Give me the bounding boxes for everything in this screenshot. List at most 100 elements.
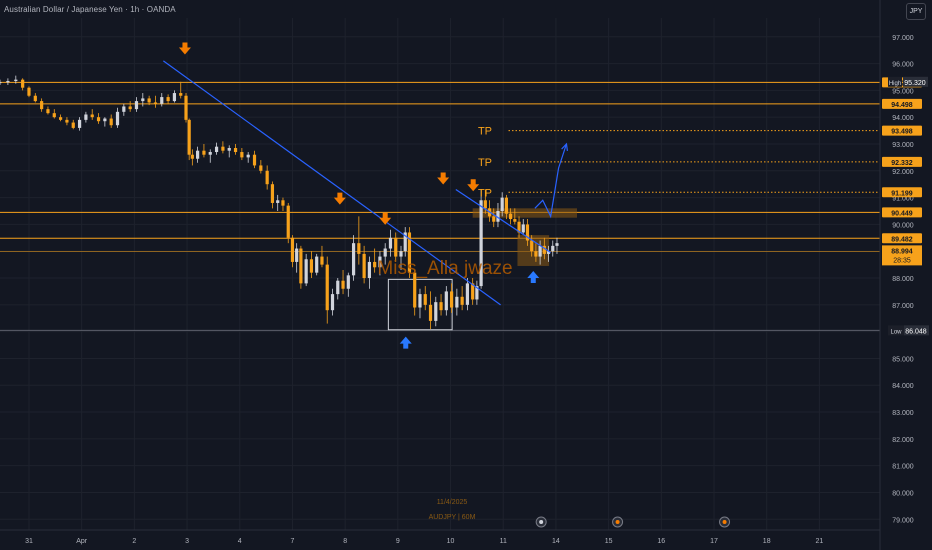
level-price-tag[interactable] xyxy=(882,125,922,136)
projection-path[interactable] xyxy=(534,143,568,219)
y-tick-label: 85.000 xyxy=(892,356,914,363)
level-price-tag[interactable] xyxy=(882,207,922,218)
candle-body xyxy=(115,111,120,126)
candle xyxy=(153,95,158,108)
level-price-tag[interactable] xyxy=(882,98,922,109)
x-tick-label: 18 xyxy=(763,538,771,545)
level-price-label: 93.498 xyxy=(891,129,913,136)
candle-body xyxy=(492,216,496,222)
candle-body xyxy=(513,219,517,222)
candle-body xyxy=(336,280,340,295)
candle-body xyxy=(103,118,107,122)
candle-body xyxy=(21,79,25,88)
level-price-tag[interactable] xyxy=(882,187,922,198)
candle xyxy=(388,229,393,257)
candle xyxy=(492,208,496,228)
candle xyxy=(525,219,530,246)
level-price-tag[interactable] xyxy=(882,156,922,167)
candle-body xyxy=(196,150,200,159)
candle xyxy=(33,93,37,103)
arrow-down-icon xyxy=(333,192,346,205)
candle xyxy=(202,143,206,158)
candle-body xyxy=(295,248,299,262)
candle xyxy=(265,165,269,190)
candle xyxy=(367,256,371,289)
candle xyxy=(270,181,275,209)
candle-body xyxy=(428,304,433,321)
level-price-tag[interactable] xyxy=(882,233,922,244)
footer-symbol: AUDJPY | 60M xyxy=(429,514,476,521)
trendline[interactable] xyxy=(163,60,501,306)
candle-body xyxy=(270,184,275,203)
candle-body xyxy=(394,237,398,257)
x-tick-label: 14 xyxy=(552,538,560,545)
candle xyxy=(304,253,308,287)
footer-date: 11/4/2025 xyxy=(437,499,468,506)
candle xyxy=(122,103,126,116)
candle xyxy=(96,113,101,124)
candle-body xyxy=(399,251,403,257)
candle-body xyxy=(233,148,238,153)
candle xyxy=(551,240,555,257)
candle xyxy=(52,109,56,119)
candle xyxy=(341,269,345,295)
candle xyxy=(455,288,459,316)
candle xyxy=(434,296,438,327)
candle-body xyxy=(84,114,88,120)
candles xyxy=(0,75,559,329)
trendline[interactable] xyxy=(455,189,551,254)
candle-body xyxy=(449,291,454,308)
candle-body xyxy=(309,259,314,273)
candle xyxy=(509,208,513,225)
candle xyxy=(325,256,329,324)
currency-button[interactable]: JPY xyxy=(906,3,926,20)
candle-body xyxy=(413,272,417,308)
flag-event-icon-dot xyxy=(615,520,620,524)
candle xyxy=(530,235,534,257)
candle xyxy=(351,235,356,281)
candle-body xyxy=(320,256,324,265)
candle-body xyxy=(530,240,534,252)
level-price-label: 95.298 xyxy=(891,80,913,87)
symbol-title: Australian Dollar / Japanese Yen · 1h · … xyxy=(4,5,176,14)
projection-arrowhead[interactable] xyxy=(561,142,568,152)
candle xyxy=(399,245,403,270)
candle-body xyxy=(388,237,393,249)
low-tag xyxy=(888,325,904,336)
candle-body xyxy=(71,122,75,128)
candle-body xyxy=(147,98,151,103)
arrow-down-icon xyxy=(379,212,392,225)
candle-body xyxy=(373,261,377,268)
candle xyxy=(295,243,299,273)
candle xyxy=(147,95,151,106)
y-tick-label: 82.000 xyxy=(892,437,914,444)
level-price-label: 90.449 xyxy=(891,210,913,217)
candle-body xyxy=(52,113,56,118)
supply-zone xyxy=(472,208,578,218)
candle xyxy=(471,278,475,305)
time-axis[interactable]: 31 Apr 2 3 4 7 8 9 10 11 14 15 16 17 18 21 xyxy=(0,516,880,545)
candle xyxy=(246,152,250,163)
candle-body xyxy=(214,146,219,153)
high-value: 95.320 xyxy=(904,80,926,87)
candle xyxy=(413,269,417,316)
candle-body xyxy=(40,101,44,110)
candle-body xyxy=(521,224,525,233)
candle xyxy=(465,278,470,311)
candle xyxy=(184,93,188,123)
x-tick-label: 8 xyxy=(343,538,347,545)
trendlines[interactable] xyxy=(163,60,568,306)
candle-body xyxy=(534,251,538,257)
candle xyxy=(58,114,63,122)
high-label: High xyxy=(889,81,901,87)
candle-body xyxy=(46,109,50,114)
candle xyxy=(46,106,50,115)
candle xyxy=(128,101,132,112)
price-axis[interactable]: 97.000 96.000 95.000 94.000 93.000 92.000 91.0… xyxy=(879,0,929,550)
candle xyxy=(439,294,443,316)
current-price-tag[interactable] xyxy=(882,245,922,266)
candle xyxy=(259,160,263,174)
level-price-label: 92.332 xyxy=(891,160,913,167)
candle-body xyxy=(252,154,257,166)
